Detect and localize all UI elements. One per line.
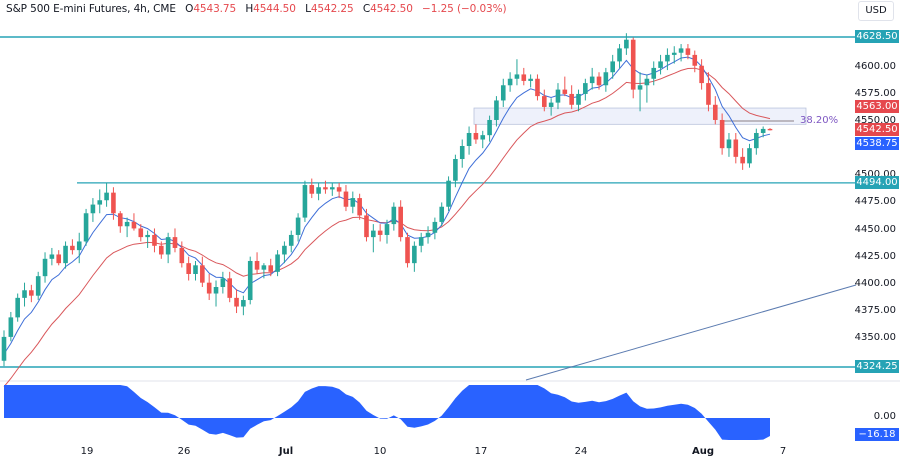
time-tick: 17 [474, 446, 488, 457]
candlesticks [1, 33, 773, 367]
price-tag: 4542.50 [855, 123, 899, 136]
low-value: 4542.25 [310, 3, 354, 15]
time-tick: Jul [278, 446, 294, 457]
high-value: 4544.50 [253, 3, 296, 15]
oscillator-current-tag: −16.18 [855, 428, 899, 441]
time-tick: 10 [373, 446, 387, 457]
fib-level-label: 38.20% [800, 115, 839, 126]
price-tick: 4450.00 [854, 223, 896, 235]
currency-selector[interactable]: USD [858, 1, 894, 21]
time-tick: 26 [177, 446, 191, 457]
price-tag: 4538.75 [855, 137, 899, 150]
price-tick: 4575.00 [854, 88, 896, 100]
oscillator-area [4, 385, 770, 440]
oscillator-zero-label: 0.00 [873, 411, 896, 422]
time-tick: 19 [80, 446, 94, 457]
trendline[interactable] [525, 284, 857, 381]
time-tick: 7 [779, 446, 787, 457]
horizontal-levels[interactable] [0, 36, 856, 368]
price-tick: 4475.00 [854, 196, 896, 208]
time-tick: Aug [691, 446, 715, 457]
price-tick: 4425.00 [854, 250, 896, 262]
high-label: H [245, 3, 254, 15]
price-tag: 4563.00 [855, 100, 899, 113]
price-tick: 4600.00 [854, 60, 896, 72]
price-tag: 4628.50 [855, 30, 899, 43]
change-value: −1.25 (−0.03%) [422, 3, 507, 15]
symbol-name: S&P 500 E-mini Futures, 4h, CME [6, 3, 176, 15]
price-tag: 4494.00 [855, 176, 899, 189]
price-tick: 4550.00 [854, 115, 896, 127]
open-label: O [185, 3, 194, 15]
low-label: L [305, 3, 311, 15]
chart-title-bar: S&P 500 E-mini Futures, 4h, CME O4543.75… [6, 3, 507, 15]
price-tick: 4400.00 [854, 277, 896, 289]
open-value: 4543.75 [193, 3, 237, 15]
close-value: 4542.50 [370, 3, 413, 15]
price-tag: 4324.25 [855, 360, 899, 373]
price-tick: 4350.00 [854, 332, 896, 344]
time-tick: 24 [574, 446, 588, 457]
price-tick: 4500.00 [854, 169, 896, 181]
close-label: C [362, 3, 371, 15]
price-tick: 4375.00 [854, 304, 896, 316]
